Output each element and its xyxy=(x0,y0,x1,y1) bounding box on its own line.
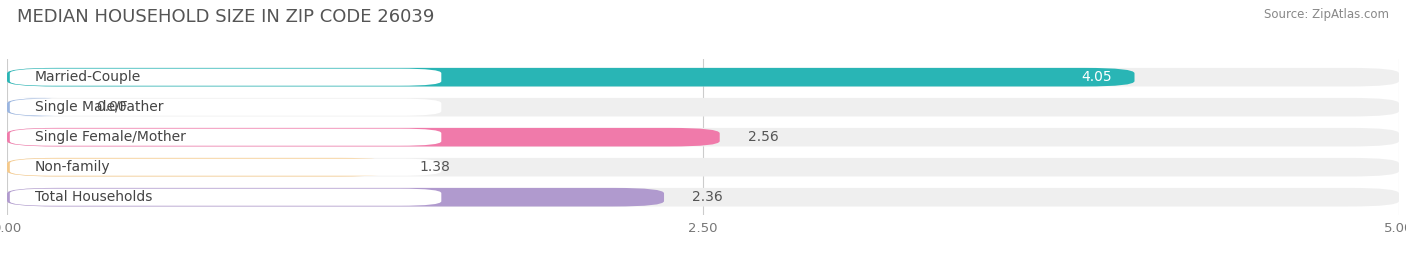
FancyBboxPatch shape xyxy=(7,158,1399,176)
FancyBboxPatch shape xyxy=(7,68,1135,87)
FancyBboxPatch shape xyxy=(7,128,1399,147)
FancyBboxPatch shape xyxy=(10,159,441,176)
FancyBboxPatch shape xyxy=(7,128,720,147)
FancyBboxPatch shape xyxy=(7,98,69,116)
FancyBboxPatch shape xyxy=(10,69,441,86)
FancyBboxPatch shape xyxy=(10,99,441,116)
Text: Source: ZipAtlas.com: Source: ZipAtlas.com xyxy=(1264,8,1389,21)
FancyBboxPatch shape xyxy=(7,188,1399,207)
FancyBboxPatch shape xyxy=(10,129,441,146)
Text: MEDIAN HOUSEHOLD SIZE IN ZIP CODE 26039: MEDIAN HOUSEHOLD SIZE IN ZIP CODE 26039 xyxy=(17,8,434,26)
Text: 4.05: 4.05 xyxy=(1081,70,1112,84)
Text: Single Male/Father: Single Male/Father xyxy=(35,100,163,114)
FancyBboxPatch shape xyxy=(7,68,1399,87)
Text: Non-family: Non-family xyxy=(35,160,111,174)
FancyBboxPatch shape xyxy=(7,158,391,176)
Text: 2.36: 2.36 xyxy=(692,190,723,204)
Text: Single Female/Mother: Single Female/Mother xyxy=(35,130,186,144)
FancyBboxPatch shape xyxy=(10,189,441,206)
Text: 0.00: 0.00 xyxy=(96,100,127,114)
Text: Total Households: Total Households xyxy=(35,190,152,204)
Text: 2.56: 2.56 xyxy=(748,130,779,144)
FancyBboxPatch shape xyxy=(7,98,1399,116)
Text: 1.38: 1.38 xyxy=(419,160,450,174)
Text: Married-Couple: Married-Couple xyxy=(35,70,141,84)
FancyBboxPatch shape xyxy=(7,188,664,207)
